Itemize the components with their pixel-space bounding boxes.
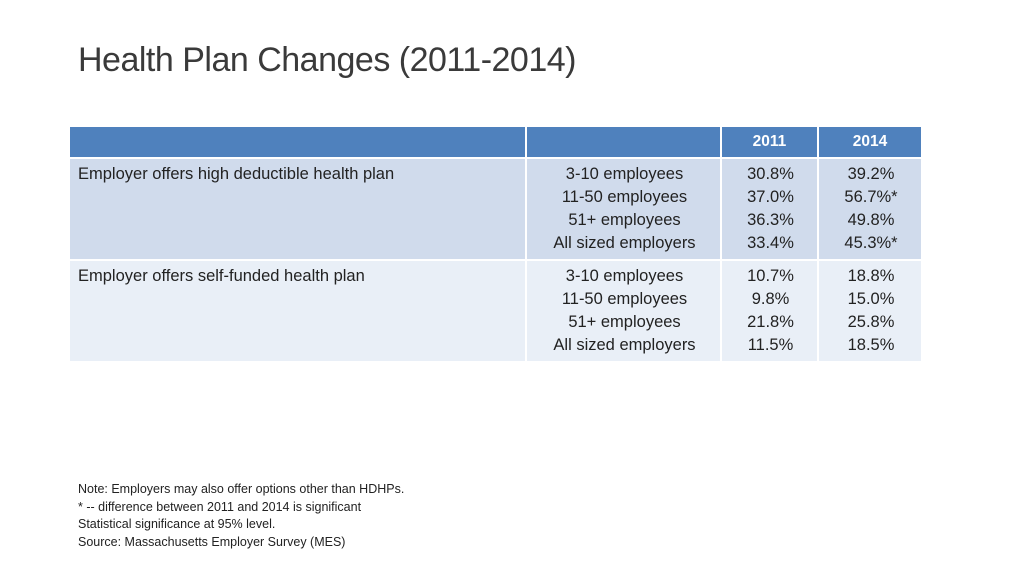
header-2014: 2014 [818,127,921,159]
value-2011: 37.0% [747,188,794,206]
measure-cell: Employer offers self-funded health plan [70,260,527,361]
group-label: 51+ employees [568,211,681,229]
value-2011: 10.7% [747,267,794,285]
measure-cell: Employer offers high deductible health p… [70,158,527,260]
value-2011: 33.4% [747,234,794,252]
value-2014: 45.3%* [844,234,898,252]
slide-title: Health Plan Changes (2011-2014) [78,41,577,79]
header-group [526,127,722,159]
header-2011: 2011 [721,127,819,159]
note-line: Source: Massachusetts Employer Survey (M… [78,534,346,549]
value-2011: 21.8% [747,313,794,331]
measure-label: Employer offers self-funded health plan [78,267,365,285]
value-2011: 30.8% [747,165,794,183]
health-plan-table: 2011 2014 Employer offers high deductibl… [70,127,921,361]
value-2014: 56.7%* [844,188,898,206]
value-2011: 9.8% [751,290,790,308]
note-line: * -- difference between 2011 and 2014 is… [78,499,362,514]
value-2014: 39.2% [847,165,895,183]
value-2014-cell: 18.8% 15.0% 25.8% 18.5% [818,260,921,361]
value-2014: 15.0% [847,290,895,308]
group-cell: 3-10 employees 11-50 employees 51+ emplo… [526,158,722,260]
value-2011-cell: 10.7% 9.8% 21.8% 11.5% [721,260,819,361]
group-label: 11-50 employees [561,188,688,206]
value-2011-cell: 30.8% 37.0% 36.3% 33.4% [721,158,819,260]
table-row-self-funded: Employer offers self-funded health plan … [70,260,921,361]
group-label: 3-10 employees [565,267,684,285]
header-measure [70,127,527,159]
group-label: 11-50 employees [561,290,688,308]
value-2011: 36.3% [747,211,794,229]
group-label: All sized employers [553,234,696,252]
group-cell: 3-10 employees 11-50 employees 51+ emplo… [526,260,722,361]
measure-label: Employer offers high deductible health p… [78,165,395,183]
group-label: 51+ employees [568,313,681,331]
value-2014: 18.8% [847,267,895,285]
note-line: Note: Employers may also offer options o… [78,482,405,496]
group-label: All sized employers [553,336,696,354]
value-2014: 18.5% [847,336,895,354]
value-2011: 11.5% [747,336,794,354]
table-header-row: 2011 2014 [70,127,921,159]
table-row-hdhp: Employer offers high deductible health p… [70,158,921,260]
note-line: Statistical significance at 95% level. [78,517,276,531]
value-2014: 25.8% [847,313,895,331]
value-2014: 49.8% [847,211,895,229]
footnotes: Note: Employers may also offer options o… [78,481,404,551]
value-2014-cell: 39.2% 56.7%* 49.8% 45.3%* [818,158,921,260]
group-label: 3-10 employees [565,165,684,183]
